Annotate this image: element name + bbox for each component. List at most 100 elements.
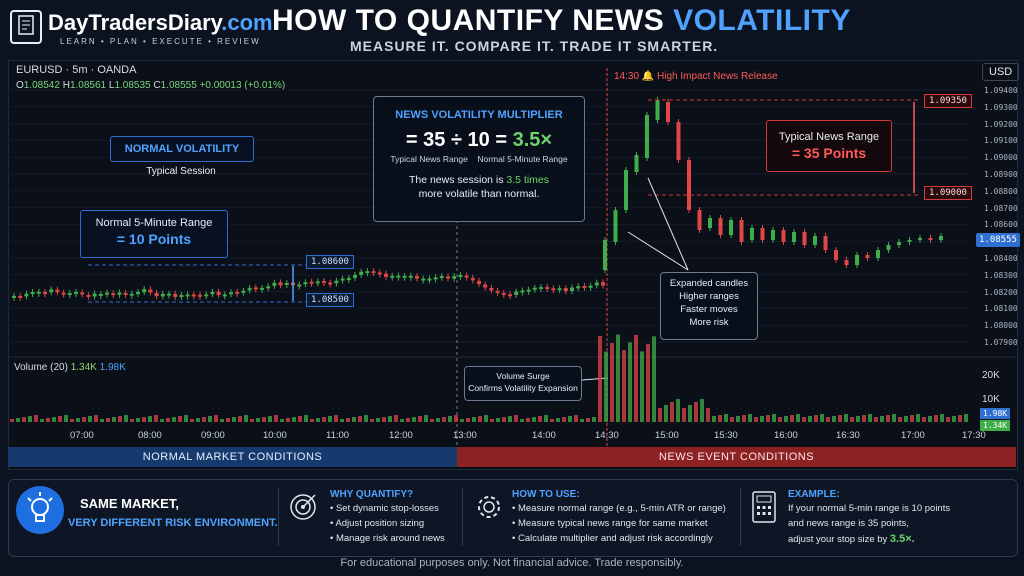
candle-body [539, 287, 543, 290]
expanded-line: Expanded candles [669, 278, 749, 289]
candle-body [613, 210, 618, 242]
multiplier-box: NEWS VOLATILITY MULTIPLIER = 35 ÷ 10 = 3… [373, 96, 585, 222]
volume-bar [550, 419, 554, 422]
why-item: • Adjust position sizing [330, 518, 425, 529]
volume-bar [340, 419, 344, 422]
divider [740, 488, 741, 546]
price-tick-label: 1.08100 [984, 304, 1018, 314]
candle-body [74, 291, 78, 294]
volume-bar [790, 415, 794, 422]
volume-bar [58, 416, 62, 422]
candle-body [129, 293, 134, 296]
why-title: WHY QUANTIFY? [330, 489, 414, 500]
candle-body [634, 155, 639, 172]
candle-body [191, 294, 196, 297]
candle-body [309, 281, 314, 284]
time-tick-label: 13:00 [453, 430, 477, 441]
volume-bar [718, 415, 722, 422]
candle-body [92, 293, 97, 297]
expanded-line: Faster moves [680, 304, 738, 315]
volume-bar [760, 416, 764, 422]
volume-surge-title: Volume Surge [496, 371, 550, 381]
candle-body [918, 238, 922, 240]
multiplier-title: NEWS VOLATILITY MULTIPLIER [395, 109, 563, 121]
candle-body [907, 240, 912, 242]
candle-body [645, 115, 649, 158]
lightbulb-icon [16, 486, 64, 534]
volume-bar [514, 415, 518, 422]
candle-body [390, 275, 395, 278]
news-release-label: 14:30 🔔 High Impact News Release [614, 71, 778, 82]
currency-button[interactable]: USD [982, 63, 1020, 81]
headline-2: VERY DIFFERENT RISK ENVIRONMENT. [68, 517, 278, 529]
volume-bar [826, 417, 830, 422]
volume-bar [712, 416, 716, 422]
expanded-line: Higher ranges [679, 291, 739, 302]
candle-body [384, 273, 388, 277]
candle-body [297, 284, 302, 287]
candle-body [551, 288, 556, 291]
volume-bar [256, 418, 260, 422]
candle-body [49, 289, 54, 293]
volume-surge-sub: Confirms Volatility Expansion [468, 383, 578, 393]
candle-body [340, 278, 345, 281]
candle-body [501, 292, 506, 295]
volume-bar [640, 351, 644, 422]
volume-bar [730, 417, 734, 422]
volume-bar [580, 419, 584, 422]
volume-bar [820, 414, 824, 422]
volume-bar [310, 419, 314, 422]
time-axis[interactable]: 07:00 08:00 09:00 10:00 11:00 12:00 13:00 14:00… [8, 430, 1016, 444]
pointer-arrow [647, 177, 689, 271]
candle-body [897, 242, 901, 245]
news-low-tag: 1.09000 [924, 186, 972, 200]
candle-body [421, 278, 426, 281]
volume-bar [742, 415, 746, 422]
volume-bar [844, 414, 848, 422]
time-tick-label: 17:00 [901, 430, 925, 441]
volume-bar [784, 416, 788, 422]
volume-bar [808, 416, 812, 422]
book-logo-icon [10, 10, 42, 44]
candle-body [834, 250, 838, 260]
volume-bar [628, 342, 632, 422]
volume-bar [160, 419, 164, 422]
normal-low-tag: 1.08500 [306, 293, 354, 307]
volume-bar [766, 415, 770, 422]
volume-tag-b: 1.98K [980, 408, 1011, 419]
volume-bar [928, 416, 932, 422]
brand-name[interactable]: DayTradersDiary.com [48, 10, 273, 35]
volume-bar [262, 417, 266, 422]
time-tick-label: 15:00 [655, 430, 679, 441]
volume-bar [868, 414, 872, 422]
price-tick-label: 1.08300 [984, 270, 1018, 280]
volume-bar [838, 415, 842, 422]
candle-body [61, 292, 66, 295]
price-axis[interactable]: 1.09400 1.09300 1.09200 1.09100 1.09000 1.089… [972, 86, 1018, 348]
volume-bar [496, 418, 500, 422]
volume-bar [424, 415, 428, 422]
candle-body [588, 285, 593, 288]
candle-body [483, 284, 488, 288]
example-line: adjust your stop size by 3.5×. [788, 533, 915, 545]
candle-body [802, 232, 807, 245]
candle-body [105, 292, 109, 295]
gear-icon [474, 492, 504, 527]
candle-body [526, 289, 531, 292]
page-title: HOW TO QUANTIFY NEWS VOLATILITY [272, 4, 851, 37]
volume-bar [70, 419, 74, 422]
candle-body [111, 293, 116, 296]
volume-bar [172, 417, 176, 422]
volume-bar [778, 417, 782, 422]
volume-bar [286, 418, 290, 422]
volume-bar [304, 415, 308, 422]
candle-body [12, 295, 16, 298]
volume-bar [520, 419, 524, 422]
candle-body [86, 294, 91, 297]
candle-body [697, 210, 702, 230]
volume-bar [478, 416, 482, 422]
candle-body [603, 240, 607, 270]
candle-body [359, 271, 364, 275]
volume-bar [82, 417, 86, 422]
candle-body [563, 288, 568, 292]
